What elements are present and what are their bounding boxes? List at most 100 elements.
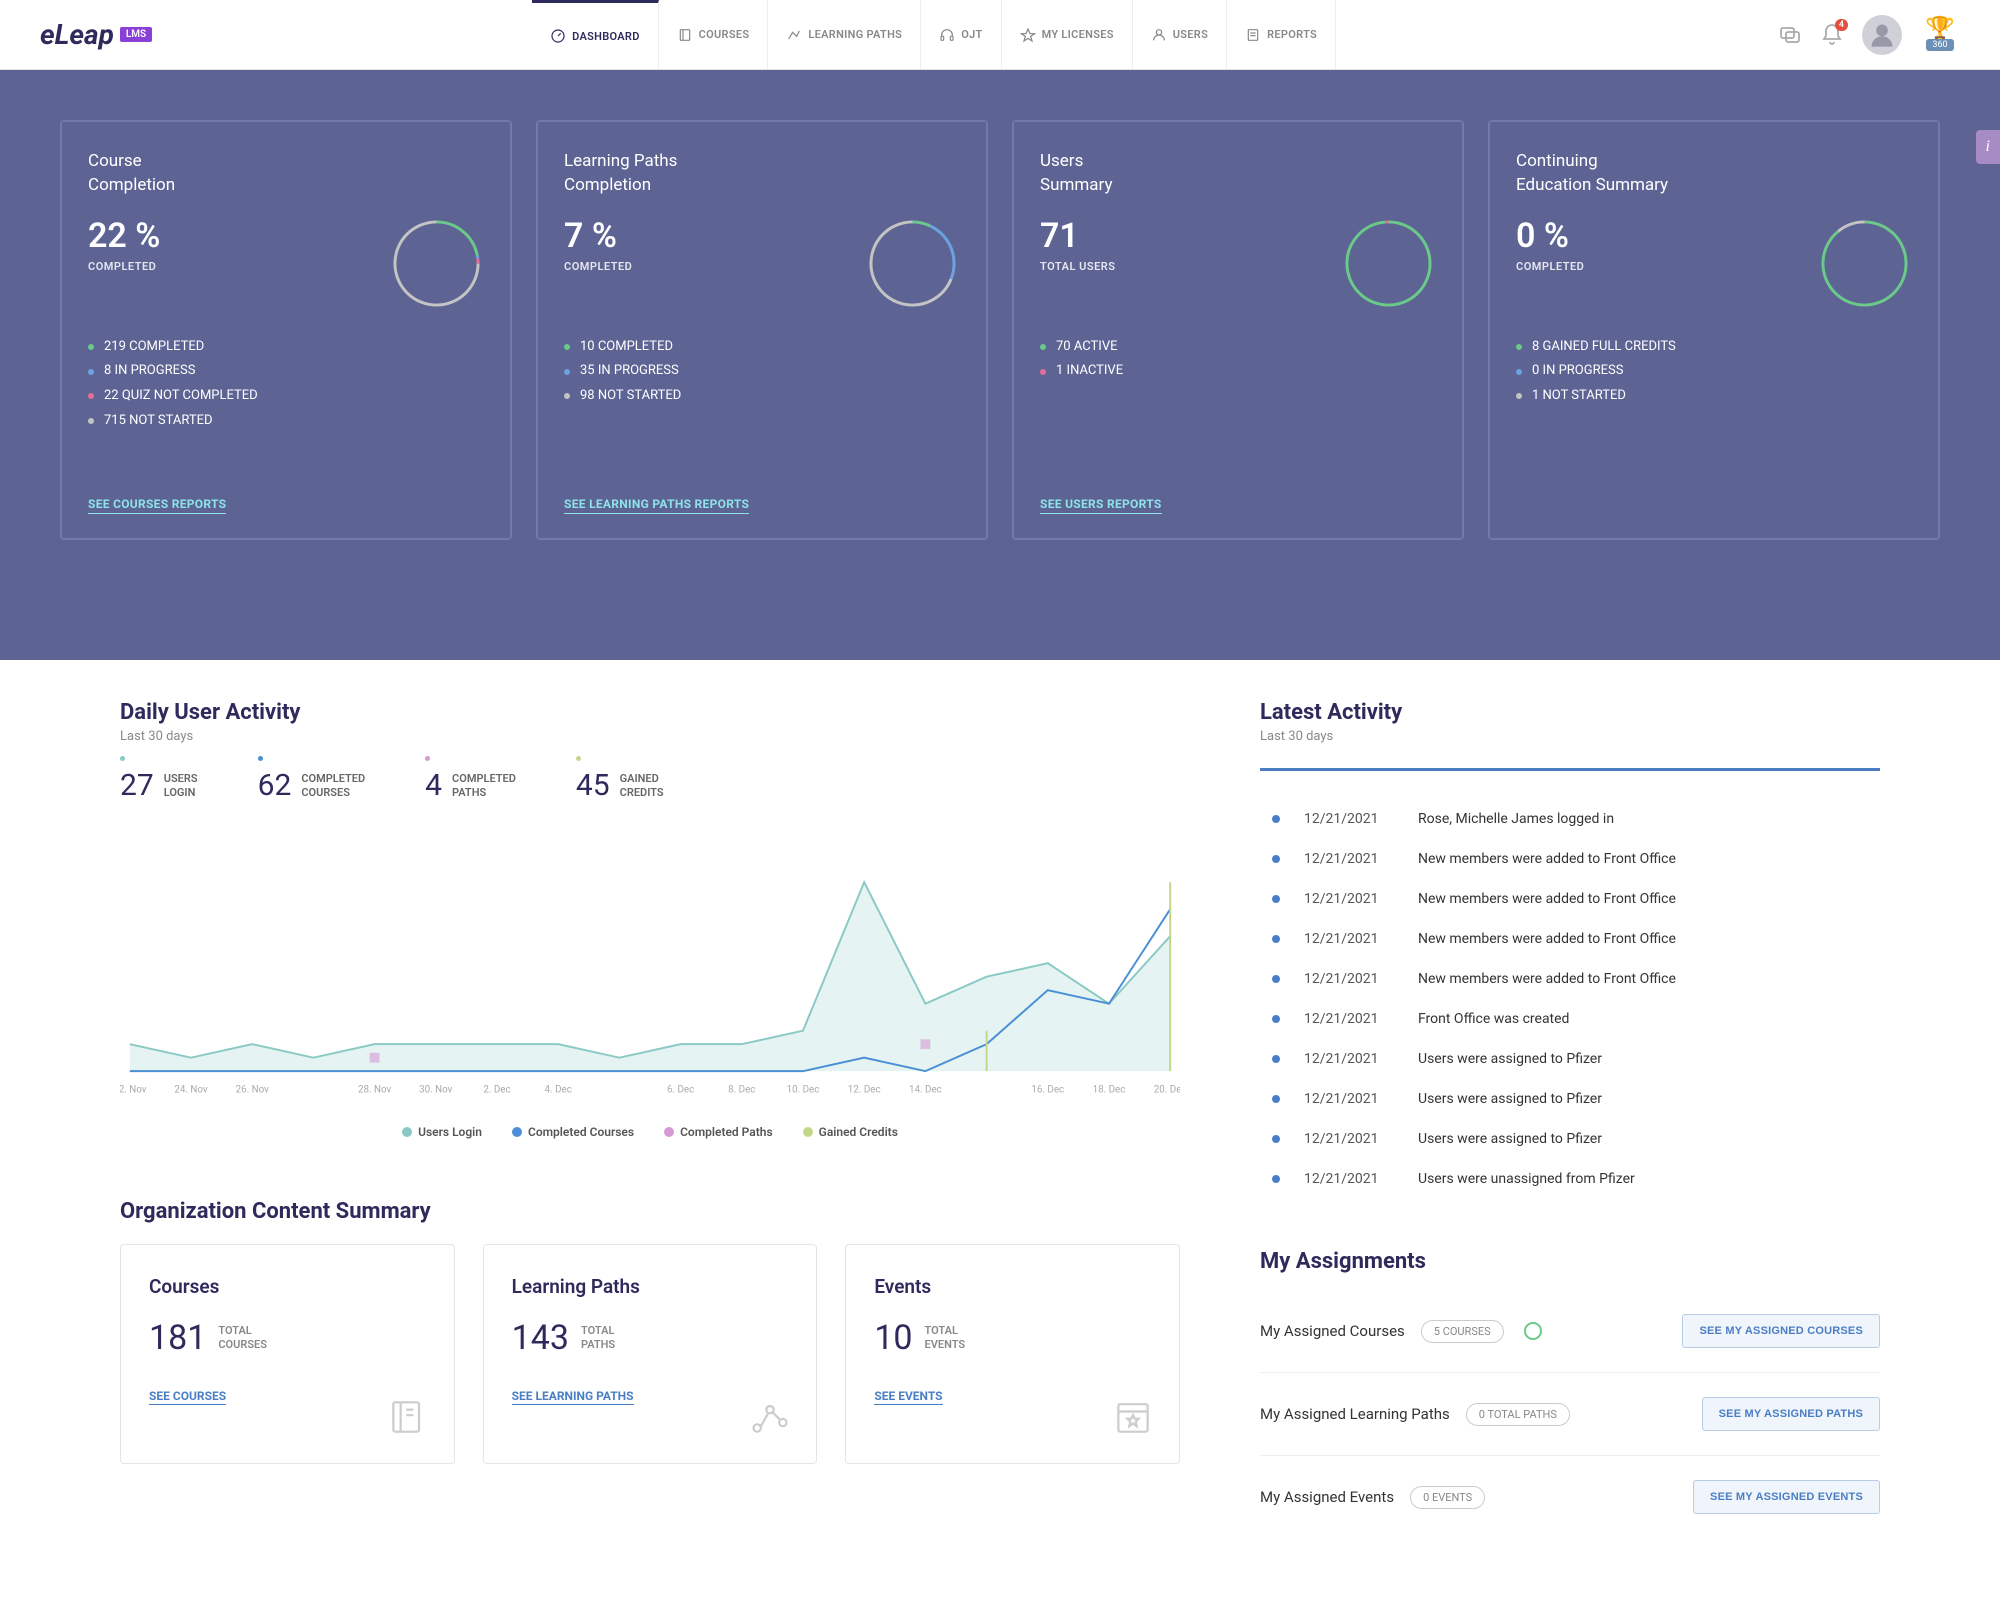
nav-item-reports[interactable]: REPORTS — [1227, 0, 1336, 70]
legend-item: Users Login — [402, 1125, 482, 1139]
stat-dot — [258, 756, 263, 761]
stat-text: 1 NOT STARTED — [1532, 384, 1626, 409]
card-sublabel: COMPLETED — [1516, 260, 1584, 273]
card-stats: 70 ACTIVE1 INACTIVE — [1040, 335, 1436, 384]
nav-item-label: MY LICENSES — [1042, 28, 1114, 41]
trophy-icon[interactable]: 🏆 360 — [1920, 15, 1960, 55]
card-stat: 1 NOT STARTED — [1516, 384, 1912, 409]
activity-dot — [1272, 935, 1280, 943]
latest-activity-section: Latest Activity Last 30 days 12/21/2021R… — [1260, 700, 1880, 1199]
nav-item-courses[interactable]: COURSES — [659, 0, 769, 70]
stat-text: 8 GAINED FULL CREDITS — [1532, 335, 1676, 360]
activity-date: 12/21/2021 — [1304, 1171, 1394, 1187]
nav-item-my-licenses[interactable]: MY LICENSES — [1002, 0, 1133, 70]
brand-name: eLeap — [40, 18, 114, 51]
activity-date: 12/21/2021 — [1304, 851, 1394, 867]
activity-date: 12/21/2021 — [1304, 1011, 1394, 1027]
org-card-title: Courses — [149, 1275, 426, 1298]
legend-label: Gained Credits — [819, 1125, 898, 1139]
assignment-row-1: My Assigned Learning Paths 0 TOTAL PATHS… — [1260, 1373, 1880, 1456]
assignment-pill: 5 COURSES — [1421, 1320, 1504, 1343]
card-stat: 1 INACTIVE — [1040, 359, 1436, 384]
activity-item: 12/21/2021Rose, Michelle James logged in — [1260, 799, 1880, 839]
org-card-label: TOTALEVENTS — [925, 1324, 966, 1353]
activity-chart: 22. Nov24. Nov26. Nov28. Nov30. Nov2. De… — [120, 833, 1180, 1113]
progress-ring-icon — [1524, 1322, 1542, 1340]
card-value: 7 % — [564, 216, 632, 256]
activity-item: 12/21/2021Front Office was created — [1260, 999, 1880, 1039]
org-card-link[interactable]: SEE COURSES — [149, 1389, 226, 1405]
card-link[interactable]: SEE USERS REPORTS — [1040, 497, 1162, 514]
org-card-icon — [1111, 1395, 1155, 1443]
legend-dot — [664, 1127, 674, 1137]
org-card-link[interactable]: SEE EVENTS — [874, 1389, 942, 1405]
stat-dot — [88, 369, 94, 375]
nav-item-ojt[interactable]: OJT — [921, 0, 1001, 70]
svg-text:24. Nov: 24. Nov — [174, 1085, 208, 1096]
nav-item-learning-paths[interactable]: LEARNING PATHS — [768, 0, 921, 70]
stat-dot — [564, 344, 570, 350]
card-value: 71 — [1040, 216, 1115, 256]
activity-stat-1: 62 COMPLETEDCOURSES — [258, 768, 366, 803]
org-card-link[interactable]: SEE LEARNING PATHS — [512, 1389, 634, 1405]
bell-icon[interactable]: 4 — [1820, 23, 1844, 47]
notif-count: 4 — [1835, 19, 1848, 31]
assignments-section: My Assignments My Assigned Courses 5 COU… — [1260, 1249, 1880, 1538]
daily-activity-subtitle: Last 30 days — [120, 729, 1180, 744]
activity-dot — [1272, 895, 1280, 903]
brand-logo[interactable]: eLeap LMS — [40, 18, 152, 51]
card-value: 0 % — [1516, 216, 1584, 256]
nav-right: 4 🏆 360 — [1778, 15, 1960, 55]
activity-item: 12/21/2021Users were assigned to Pfizer — [1260, 1119, 1880, 1159]
nav-item-label: USERS — [1173, 28, 1208, 41]
nav-item-dashboard[interactable]: DASHBOARD — [532, 0, 659, 70]
card-link[interactable]: SEE LEARNING PATHS REPORTS — [564, 497, 749, 514]
info-tab[interactable]: i — [1976, 130, 2000, 164]
summary-card-0: CourseCompletion 22 % COMPLETED 219 COMP… — [60, 120, 512, 540]
card-link[interactable]: SEE COURSES REPORTS — [88, 497, 226, 514]
stat-text: 715 NOT STARTED — [104, 409, 213, 434]
svg-text:14. Dec: 14. Dec — [909, 1085, 942, 1096]
activity-dot — [1272, 1095, 1280, 1103]
main-content: Daily User Activity Last 30 days 27 USER… — [40, 580, 1960, 1578]
svg-text:6. Dec: 6. Dec — [667, 1085, 694, 1096]
card-stat: 219 COMPLETED — [88, 335, 484, 360]
stat-dot — [1040, 369, 1046, 375]
card-stat: 8 IN PROGRESS — [88, 359, 484, 384]
activity-item: 12/21/2021New members were added to Fron… — [1260, 839, 1880, 879]
svg-text:26. Nov: 26. Nov — [236, 1085, 270, 1096]
card-stat: 35 IN PROGRESS — [564, 359, 960, 384]
latest-divider — [1260, 768, 1880, 771]
card-stats: 10 COMPLETED35 IN PROGRESS98 NOT STARTED — [564, 335, 960, 409]
activity-dot — [1272, 1135, 1280, 1143]
legend-label: Users Login — [418, 1125, 482, 1139]
assignment-button[interactable]: SEE MY ASSIGNED EVENTS — [1693, 1480, 1880, 1514]
activity-dot — [1272, 1015, 1280, 1023]
daily-activity-section: Daily User Activity Last 30 days 27 USER… — [120, 700, 1180, 1538]
activity-list: 12/21/2021Rose, Michelle James logged in… — [1260, 799, 1880, 1199]
nav-item-users[interactable]: USERS — [1133, 0, 1227, 70]
assignment-button[interactable]: SEE MY ASSIGNED COURSES — [1682, 1314, 1880, 1348]
assignment-button[interactable]: SEE MY ASSIGNED PATHS — [1702, 1397, 1880, 1431]
org-card-icon — [748, 1395, 792, 1443]
activity-date: 12/21/2021 — [1304, 971, 1394, 987]
assignments-title: My Assignments — [1260, 1249, 1880, 1274]
activity-item: 12/21/2021Users were assigned to Pfizer — [1260, 1079, 1880, 1119]
activity-text: Users were unassigned from Pfizer — [1418, 1171, 1635, 1187]
stat-text: 22 QUIZ NOT COMPLETED — [104, 384, 258, 409]
org-summary-title: Organization Content Summary — [120, 1199, 1180, 1224]
activity-item: 12/21/2021 Users were unassigned from Pfi… — [1260, 1159, 1880, 1199]
avatar[interactable] — [1862, 15, 1902, 55]
top-navbar: eLeap LMS DASHBOARDCOURSESLEARNING PATHS… — [0, 0, 2000, 70]
stat-dot — [1516, 393, 1522, 399]
stat-dot — [576, 756, 581, 761]
legend-item: Completed Paths — [664, 1125, 773, 1139]
chat-icon[interactable] — [1778, 23, 1802, 47]
stat-text: 10 COMPLETED — [580, 335, 673, 360]
activity-item: 12/21/2021New members were added to Fron… — [1260, 919, 1880, 959]
assignment-label: My Assigned Courses — [1260, 1322, 1405, 1340]
nav-items: DASHBOARDCOURSESLEARNING PATHSOJT MY LICE… — [532, 0, 1336, 70]
activity-stat-0: 27 USERSLOGIN — [120, 768, 198, 803]
card-sublabel: TOTAL USERS — [1040, 260, 1115, 273]
stat-number: 27 — [120, 768, 154, 803]
